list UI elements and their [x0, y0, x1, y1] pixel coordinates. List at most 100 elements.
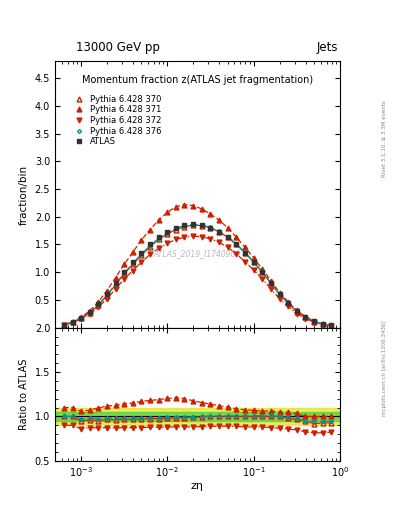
- ATLAS: [165, 229, 170, 235]
- Pythia 6.428 372: [87, 311, 92, 317]
- ATLAS: [191, 221, 196, 227]
- Pythia 6.428 376: [61, 322, 66, 328]
- Pythia 6.428 372: [217, 239, 221, 245]
- Pythia 6.428 370: [87, 310, 92, 316]
- Pythia 6.428 370: [105, 292, 109, 298]
- Pythia 6.428 370: [148, 244, 152, 250]
- ATLAS: [217, 229, 221, 235]
- Pythia 6.428 370: [191, 222, 196, 228]
- ATLAS: [70, 319, 75, 325]
- ATLAS: [320, 321, 325, 327]
- Pythia 6.428 371: [79, 314, 83, 320]
- Pythia 6.428 372: [277, 296, 282, 302]
- Pythia 6.428 371: [130, 249, 135, 255]
- Y-axis label: Ratio to ATLAS: Ratio to ATLAS: [19, 358, 29, 430]
- Pythia 6.428 371: [312, 318, 316, 324]
- ATLAS: [139, 250, 144, 256]
- Pythia 6.428 376: [200, 222, 204, 228]
- ATLAS: [329, 323, 334, 329]
- ATLAS: [242, 250, 247, 256]
- ATLAS: [277, 291, 282, 297]
- Pythia 6.428 372: [329, 323, 334, 329]
- Pythia 6.428 371: [200, 206, 204, 212]
- Pythia 6.428 376: [122, 270, 127, 276]
- Pythia 6.428 372: [139, 259, 144, 265]
- Pythia 6.428 371: [165, 209, 170, 216]
- Pythia 6.428 372: [286, 303, 290, 309]
- Pythia 6.428 372: [174, 237, 178, 243]
- ATLAS: [182, 222, 187, 228]
- Pythia 6.428 372: [320, 322, 325, 328]
- ATLAS: [113, 280, 118, 286]
- Pythia 6.428 371: [70, 318, 75, 325]
- Text: Jets: Jets: [316, 41, 338, 54]
- Pythia 6.428 370: [79, 315, 83, 322]
- Pythia 6.428 376: [320, 321, 325, 327]
- Pythia 6.428 376: [294, 308, 299, 314]
- Pythia 6.428 376: [191, 221, 196, 227]
- Bar: [55, 408, 340, 425]
- Pythia 6.428 371: [122, 261, 127, 267]
- Pythia 6.428 370: [139, 252, 144, 258]
- Pythia 6.428 370: [165, 231, 170, 237]
- Pythia 6.428 370: [225, 234, 230, 240]
- Pythia 6.428 371: [268, 278, 273, 284]
- Pythia 6.428 372: [96, 304, 101, 310]
- Pythia 6.428 370: [294, 309, 299, 315]
- Pythia 6.428 370: [320, 321, 325, 327]
- ATLAS: [156, 234, 161, 240]
- Pythia 6.428 376: [96, 302, 101, 308]
- ATLAS: [79, 314, 83, 321]
- ATLAS: [208, 225, 213, 231]
- Pythia 6.428 371: [174, 204, 178, 210]
- Pythia 6.428 376: [105, 292, 109, 298]
- ATLAS: [148, 242, 152, 248]
- Pythia 6.428 370: [96, 303, 101, 309]
- ATLAS: [303, 313, 308, 319]
- ATLAS: [225, 234, 230, 240]
- Pythia 6.428 370: [208, 225, 213, 231]
- Pythia 6.428 376: [277, 291, 282, 297]
- Pythia 6.428 370: [200, 223, 204, 229]
- Pythia 6.428 376: [174, 225, 178, 231]
- Pythia 6.428 372: [156, 245, 161, 251]
- Pythia 6.428 372: [79, 316, 83, 322]
- Pythia 6.428 372: [191, 233, 196, 239]
- Pythia 6.428 371: [139, 237, 144, 243]
- ATLAS: [96, 301, 101, 307]
- ATLAS: [87, 309, 92, 315]
- ATLAS: [122, 269, 127, 275]
- Pythia 6.428 376: [312, 318, 316, 325]
- Pythia 6.428 372: [70, 319, 75, 326]
- Pythia 6.428 370: [174, 226, 178, 232]
- Pythia 6.428 371: [303, 313, 308, 319]
- Pythia 6.428 376: [113, 281, 118, 287]
- Pythia 6.428 371: [105, 287, 109, 293]
- Pythia 6.428 370: [268, 280, 273, 286]
- Line: Pythia 6.428 376: Pythia 6.428 376: [62, 223, 333, 327]
- Pythia 6.428 370: [286, 300, 290, 306]
- Pythia 6.428 371: [286, 298, 290, 305]
- Pythia 6.428 370: [130, 261, 135, 267]
- Pythia 6.428 372: [130, 267, 135, 273]
- Pythia 6.428 370: [70, 319, 75, 325]
- Pythia 6.428 370: [156, 237, 161, 243]
- Pythia 6.428 372: [268, 286, 273, 292]
- Pythia 6.428 376: [217, 228, 221, 234]
- Pythia 6.428 376: [303, 314, 308, 320]
- Pythia 6.428 371: [156, 217, 161, 223]
- Pythia 6.428 376: [242, 249, 247, 255]
- Pythia 6.428 371: [320, 321, 325, 327]
- Pythia 6.428 370: [182, 224, 187, 230]
- Pythia 6.428 370: [260, 269, 264, 275]
- Pythia 6.428 370: [234, 242, 239, 248]
- Pythia 6.428 376: [87, 309, 92, 315]
- Pythia 6.428 376: [70, 319, 75, 325]
- ATLAS: [200, 222, 204, 228]
- Pythia 6.428 376: [182, 223, 187, 229]
- Y-axis label: fraction/bin: fraction/bin: [19, 164, 29, 225]
- ATLAS: [130, 259, 135, 265]
- Pythia 6.428 371: [208, 211, 213, 217]
- Text: ATLAS_2019_I1740909: ATLAS_2019_I1740909: [154, 249, 241, 258]
- ATLAS: [105, 291, 109, 297]
